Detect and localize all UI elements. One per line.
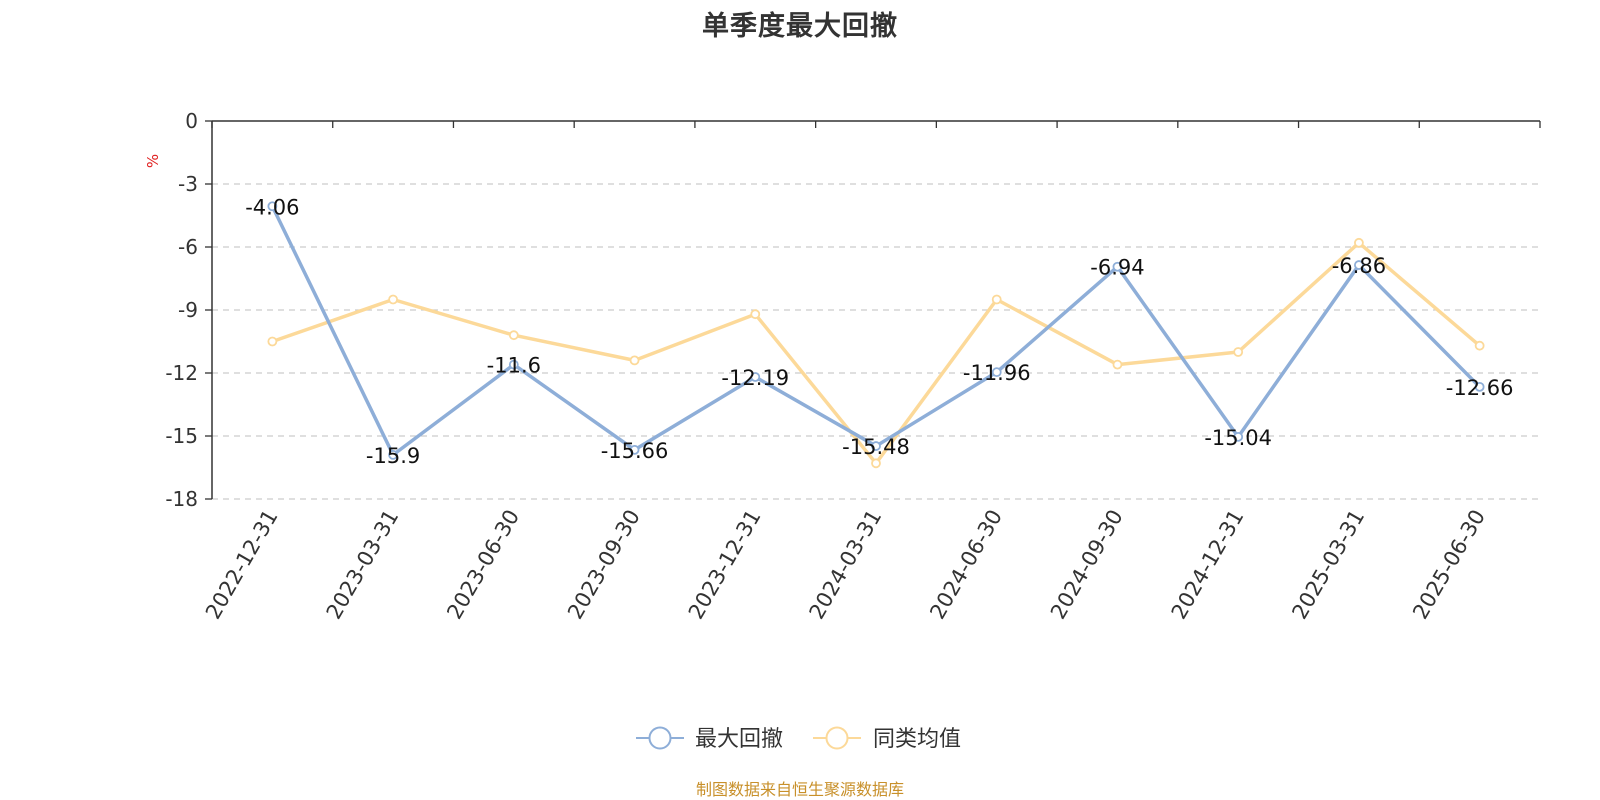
legend-marker bbox=[648, 726, 672, 750]
data-point bbox=[991, 367, 1002, 378]
source-note: 制图数据来自恒生聚源数据库 bbox=[695, 780, 904, 799]
axes: 0 -3 -6 -9 -12 -15 -18% 2022-12-31 2023-03-31 202… bbox=[144, 109, 1541, 624]
series-line-max-drawdown bbox=[270, 205, 1481, 457]
legend-label: 同类均值 bbox=[873, 727, 961, 752]
x-tick-label: 2024-03-31 bbox=[805, 506, 887, 624]
x-tick-label: 2023-03-31 bbox=[322, 506, 404, 624]
data-point bbox=[629, 355, 640, 366]
y-tick-label: -3 bbox=[178, 172, 198, 196]
y-tick-label: -15 bbox=[165, 424, 198, 448]
x-tick-label: 2025-03-31 bbox=[1287, 506, 1369, 624]
y-tick-label: -9 bbox=[178, 298, 198, 322]
x-tick-label: 2024-06-30 bbox=[925, 506, 1007, 624]
data-label: -12.66 bbox=[1446, 376, 1514, 400]
data-labels: -4.06 -15.9 -11.6 -15.66 -12.19 -15.48 -11.96 -… bbox=[245, 195, 1513, 468]
series-lines bbox=[267, 201, 1485, 469]
data-point bbox=[1354, 260, 1364, 270]
data-label: -6.86 bbox=[1332, 254, 1386, 278]
x-tick-label: 2023-12-31 bbox=[684, 506, 766, 624]
legend-label: 最大回撤 bbox=[695, 727, 783, 752]
data-point bbox=[1233, 347, 1244, 357]
data-point bbox=[1474, 381, 1485, 392]
data-label: -15.9 bbox=[366, 444, 420, 468]
data-point bbox=[508, 330, 519, 341]
data-label: -11.96 bbox=[963, 361, 1031, 385]
y-tick-label: -12 bbox=[165, 361, 198, 385]
data-label: -6.94 bbox=[1090, 256, 1144, 280]
data-point bbox=[1112, 359, 1123, 370]
data-point bbox=[388, 294, 398, 305]
chart-title: 单季度最大回撤 bbox=[702, 11, 898, 42]
data-point bbox=[991, 294, 1002, 305]
x-tick-label: 2025-06-30 bbox=[1408, 506, 1490, 624]
data-point bbox=[267, 201, 278, 212]
data-point bbox=[750, 309, 761, 320]
data-point bbox=[629, 444, 640, 455]
data-label: -15.48 bbox=[842, 435, 910, 459]
y-tick-label: -6 bbox=[178, 235, 198, 259]
data-point bbox=[871, 441, 881, 451]
legend-marker bbox=[825, 726, 849, 750]
data-point bbox=[1354, 237, 1364, 248]
data-label: -12.19 bbox=[721, 366, 789, 390]
data-point bbox=[388, 449, 398, 460]
legend[interactable]: 最大回撤 同类均值 bbox=[636, 726, 961, 752]
y-tick-label: -18 bbox=[165, 487, 198, 511]
data-point bbox=[1112, 261, 1123, 272]
data-point bbox=[267, 336, 278, 347]
data-label: -4.06 bbox=[245, 195, 299, 219]
y-tick-label: 0 bbox=[185, 109, 198, 133]
data-point bbox=[508, 359, 519, 370]
y-axis-unit: % bbox=[144, 154, 162, 168]
x-tick-label: 2024-09-30 bbox=[1046, 506, 1128, 624]
data-label: -15.04 bbox=[1204, 426, 1272, 450]
data-point bbox=[871, 458, 881, 469]
x-tick-label: 2023-09-30 bbox=[563, 506, 645, 624]
x-tick-label: 2022-12-31 bbox=[201, 506, 283, 624]
data-point bbox=[1474, 340, 1485, 351]
data-label: -15.66 bbox=[601, 439, 669, 463]
data-point bbox=[750, 372, 761, 382]
data-point bbox=[1233, 431, 1244, 442]
x-tick-label: 2023-06-30 bbox=[442, 506, 524, 624]
data-label: -11.6 bbox=[487, 354, 541, 378]
x-tick-label: 2024-12-31 bbox=[1167, 506, 1249, 624]
